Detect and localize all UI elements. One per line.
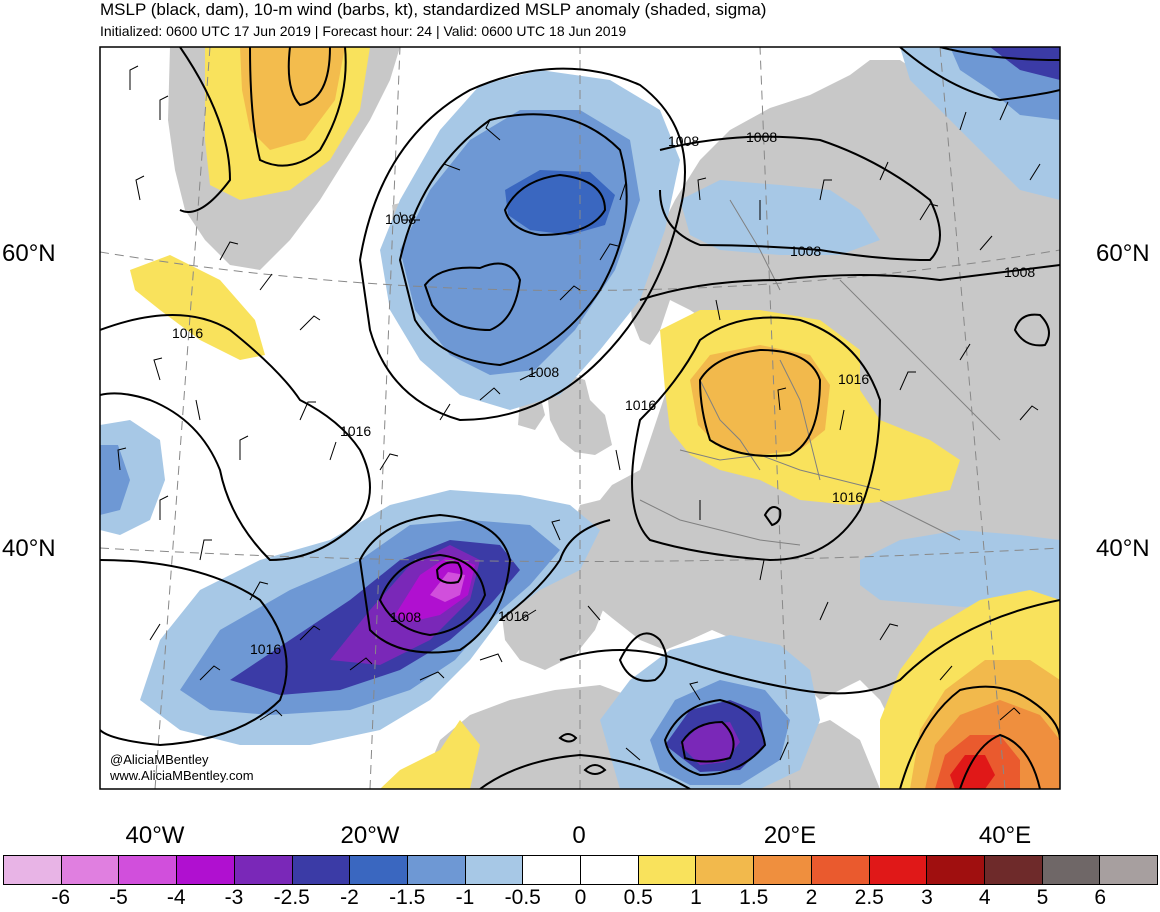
colorbar-swatch (119, 856, 178, 884)
colorbar-tick-label: 4 (978, 886, 991, 909)
lon-label-20w: 20°W (340, 822, 400, 849)
credit-handle: @AliciaMBentley (110, 752, 209, 767)
isobars (100, 47, 1060, 789)
colorbar-swatch (696, 856, 755, 884)
colorbar-tick-label: 1.5 (739, 886, 769, 909)
colorbar-tick-label: 3 (921, 886, 933, 909)
colorbar-tick-label: -1.5 (389, 886, 426, 909)
contour-label: 1008 (385, 211, 416, 227)
colorbar-tick-label: 2 (805, 886, 818, 909)
map-subtitle: Initialized: 0600 UTC 17 Jun 2019 | Fore… (100, 23, 627, 39)
colorbar-swatch (1042, 856, 1101, 884)
colorbar-tick-label: 0.5 (623, 886, 653, 909)
colorbar-tick-label: -6 (51, 886, 71, 909)
contour-label: 1016 (250, 641, 281, 657)
colorbar-tick-label: -2 (340, 886, 359, 909)
colorbar-swatch (811, 856, 870, 884)
credit-website: www.AliciaMBentley.com (110, 768, 254, 783)
lon-label-40e: 40°E (978, 822, 1032, 849)
anomaly-shading (100, 47, 1060, 789)
contour-label: 1008 (1004, 264, 1035, 280)
lat-label-60n-left: 60°N (2, 240, 56, 267)
contour-label: 1016 (172, 325, 203, 341)
contour-label: 1008 (668, 133, 699, 149)
colorbar-tick-label: 0 (574, 886, 587, 909)
colorbar (3, 855, 1158, 885)
lat-label-60n-right: 60°N (1096, 240, 1150, 267)
lon-label-40w: 40°W (125, 822, 185, 849)
colorbar-tick-label: 2.5 (854, 886, 884, 909)
colorbar-swatch (177, 856, 235, 884)
wind-barbs (117, 65, 1041, 761)
lon-label-20e: 20°E (763, 822, 817, 849)
contour-label: 1008 (528, 364, 559, 380)
colorbar-swatch (927, 856, 985, 884)
contour-label: 1016 (340, 423, 371, 439)
colorbar-swatch (523, 856, 582, 884)
contour-label: 1016 (838, 371, 869, 387)
colorbar-tick-label: -1 (455, 886, 475, 909)
colorbar-swatch (1100, 856, 1158, 884)
colorbar-swatch (754, 856, 812, 884)
colorbar-swatch (350, 856, 408, 884)
colorbar-tick-label: 6 (1094, 886, 1107, 909)
colorbar-swatch (984, 856, 1043, 884)
colorbar-swatch (407, 856, 466, 884)
colorbar-tick-label: -3 (224, 886, 244, 909)
graticule (100, 47, 1060, 789)
colorbar-tick-label: -4 (166, 886, 186, 909)
colorbar-swatch (638, 856, 697, 884)
colorbar-swatch (61, 856, 120, 884)
borders (639, 199, 1001, 546)
lon-label-0: 0 (572, 822, 586, 849)
lat-label-40n-right: 40°N (1096, 535, 1150, 562)
contour-label: 1016 (625, 397, 656, 413)
lat-label-40n-left: 40°N (2, 535, 56, 562)
colorbar-swatch (234, 856, 293, 884)
map-title: MSLP (black, dam), 10-m wind (barbs, kt)… (100, 0, 767, 19)
colorbar-swatch (581, 856, 639, 884)
colorbar-swatch (4, 856, 62, 884)
colorbar-tick-label: 1 (690, 886, 702, 909)
contour-label: 1008 (746, 129, 777, 145)
colorbar-swatch (869, 856, 928, 884)
contour-labels: 1008 1008 1008 1008 1008 1008 1008 1016 … (172, 129, 1035, 657)
colorbar-tick-label: 5 (1036, 886, 1049, 909)
contour-label: 1016 (832, 489, 863, 505)
contour-label: 1008 (790, 243, 821, 259)
weather-map: 1008 1008 1008 1008 1008 1008 1008 1016 … (99, 46, 1061, 790)
contour-label: 1016 (498, 608, 529, 624)
colorbar-swatch (465, 856, 524, 884)
colorbar-tick-label: -5 (109, 886, 128, 909)
colorbar-tick-label: -2.5 (273, 886, 310, 909)
contour-label: 1008 (390, 609, 421, 625)
colorbar-tick-label: -0.5 (504, 886, 541, 909)
map-frame (99, 46, 1061, 790)
colorbar-swatch (292, 856, 351, 884)
